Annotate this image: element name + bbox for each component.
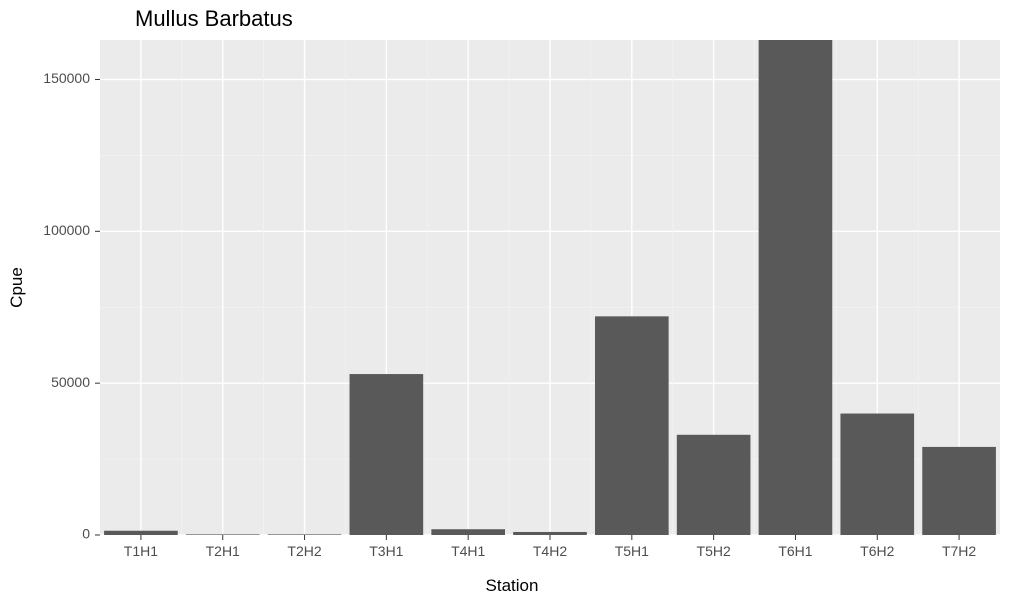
- y-tick-label: 50000: [51, 374, 90, 390]
- x-tick-label: T4H1: [451, 543, 485, 559]
- x-tick-label: T2H2: [287, 543, 321, 559]
- x-axis-label: Station: [486, 576, 539, 596]
- bar: [104, 531, 178, 535]
- bar: [759, 40, 833, 535]
- bar: [268, 534, 342, 535]
- x-tick-label: T4H2: [533, 543, 567, 559]
- x-tick-label: T6H1: [778, 543, 812, 559]
- y-tick-label: 150000: [43, 70, 90, 86]
- bar: [922, 447, 996, 535]
- x-tick-label: T2H1: [206, 543, 240, 559]
- y-axis-label: Cpue: [7, 267, 26, 308]
- x-tick-label: T5H1: [615, 543, 649, 559]
- bar: [595, 316, 669, 535]
- bar: [431, 529, 505, 535]
- cpue-bar-chart: 0 50000 100000 150000 T1H1 T2H1 T2H2 T3H1 T4H1 T4…: [0, 0, 1024, 600]
- bar: [513, 532, 587, 535]
- bar: [350, 374, 424, 535]
- x-tick-label: T6H2: [860, 543, 894, 559]
- bar: [677, 435, 751, 535]
- y-tick-label: 0: [82, 526, 90, 542]
- x-tick-label: T1H1: [124, 543, 158, 559]
- y-tick-label: 100000: [43, 222, 90, 238]
- bar: [186, 534, 260, 535]
- x-tick-label: T3H1: [369, 543, 403, 559]
- x-tick-label: T5H2: [697, 543, 731, 559]
- chart-title: Mullus Barbatus: [135, 6, 293, 32]
- bar: [840, 414, 914, 535]
- x-tick-label: T7H2: [942, 543, 976, 559]
- chart-svg: 0 50000 100000 150000 T1H1 T2H1 T2H2 T3H1 T4H1 T4…: [0, 0, 1024, 600]
